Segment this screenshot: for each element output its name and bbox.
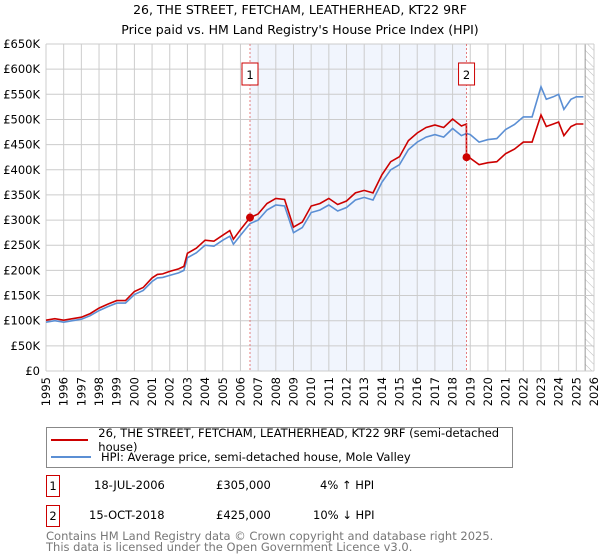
x-tick-label: 2004 bbox=[198, 377, 212, 406]
x-tick-label: 2019 bbox=[463, 377, 477, 406]
x-tick-label: 2006 bbox=[233, 377, 247, 406]
footer: Contains HM Land Registry data © Crown c… bbox=[46, 529, 494, 554]
x-tick-label: 1998 bbox=[92, 377, 106, 406]
sale-point bbox=[245, 213, 254, 222]
x-tick-label: 2003 bbox=[180, 377, 194, 406]
x-tick-label: 2025 bbox=[569, 377, 583, 406]
sale-marker-box bbox=[458, 62, 476, 86]
sale-marker-label: 2 bbox=[46, 505, 60, 527]
x-tick-label: 2001 bbox=[145, 377, 159, 406]
y-tick-label: £550K bbox=[3, 87, 40, 101]
x-tick-label: 2014 bbox=[375, 377, 389, 406]
x-tick-label: 2013 bbox=[357, 377, 371, 406]
x-tick-label: 2021 bbox=[499, 377, 513, 406]
sale-row: 2 15-OCT-2018 £425,000 10% ↓ HPI bbox=[46, 505, 446, 527]
x-tick-label: 2010 bbox=[304, 377, 318, 406]
sale-price: £425,000 bbox=[216, 508, 271, 522]
footer-copyright: Contains HM Land Registry data © Crown c… bbox=[46, 529, 494, 543]
y-tick-label: £100K bbox=[3, 314, 40, 328]
x-tick-label: 2007 bbox=[251, 377, 265, 406]
shaded-period bbox=[249, 44, 467, 371]
x-tick-label: 2000 bbox=[127, 377, 141, 406]
x-tick-label: 2008 bbox=[269, 377, 283, 406]
y-tick-label: £600K bbox=[3, 62, 40, 76]
x-tick-label: 2022 bbox=[516, 377, 530, 406]
legend-swatch-blue bbox=[51, 456, 91, 458]
sale-hpi-diff: 10% ↓ HPI bbox=[313, 508, 375, 522]
y-tick-label: £150K bbox=[3, 289, 40, 303]
sale-date: 15-OCT-2018 bbox=[89, 508, 165, 522]
x-tick-label: 2012 bbox=[340, 377, 354, 406]
sale-hpi-diff: 4% ↑ HPI bbox=[320, 478, 375, 492]
legend-label: HPI: Average price, semi-detached house,… bbox=[101, 450, 411, 464]
y-tick-label: £250K bbox=[3, 238, 40, 252]
y-tick-label: £650K bbox=[3, 37, 40, 51]
y-tick-label: £0 bbox=[25, 364, 40, 378]
sale-price: £305,000 bbox=[216, 478, 271, 492]
x-tick-label: 1997 bbox=[74, 377, 88, 406]
x-tick-label: 1995 bbox=[39, 377, 53, 406]
chart-subtitle: Price paid vs. HM Land Registry's House … bbox=[121, 22, 478, 37]
sale-point bbox=[462, 153, 471, 162]
x-tick-label: 2023 bbox=[534, 377, 548, 406]
price-chart: 26, THE STREET, FETCHAM, LEATHERHEAD, KT… bbox=[3, 2, 600, 406]
sale-row: 1 18-JUL-2006 £305,000 4% ↑ HPI bbox=[46, 475, 446, 497]
legend-item-hpi: HPI: Average price, semi-detached house,… bbox=[51, 449, 411, 465]
sale-marker-label: 1 bbox=[46, 475, 60, 497]
hatched-region bbox=[585, 44, 594, 371]
y-tick-label: £400K bbox=[3, 163, 40, 177]
x-tick-label: 2018 bbox=[446, 377, 460, 406]
x-tick-label: 2009 bbox=[286, 377, 300, 406]
x-tick-label: 2026 bbox=[587, 377, 600, 406]
legend-swatch-red bbox=[51, 439, 89, 441]
y-tick-label: £500K bbox=[3, 112, 40, 126]
x-tick-label: 2011 bbox=[322, 377, 336, 406]
y-tick-label: £300K bbox=[3, 213, 40, 227]
legend-item-property: 26, THE STREET, FETCHAM, LEATHERHEAD, KT… bbox=[51, 426, 512, 454]
sale-marker-label: 2 bbox=[463, 68, 470, 82]
legend-label: 26, THE STREET, FETCHAM, LEATHERHEAD, KT… bbox=[98, 426, 500, 454]
x-tick-label: 2015 bbox=[393, 377, 407, 406]
sale-marker-label: 1 bbox=[246, 68, 253, 82]
y-tick-label: £450K bbox=[3, 138, 40, 152]
sale-date: 18-JUL-2006 bbox=[94, 478, 165, 492]
x-tick-label: 2020 bbox=[481, 377, 495, 406]
hpi-line bbox=[45, 84, 584, 324]
x-tick-label: 2005 bbox=[216, 377, 230, 406]
property-price-line bbox=[45, 112, 584, 322]
x-tick-label: 2016 bbox=[410, 377, 424, 406]
x-tick-label: 1999 bbox=[110, 377, 124, 406]
y-tick-label: £350K bbox=[3, 188, 40, 202]
sale-marker-box bbox=[241, 62, 259, 86]
x-tick-label: 2017 bbox=[428, 377, 442, 406]
chart-title: 26, THE STREET, FETCHAM, LEATHERHEAD, KT… bbox=[133, 2, 467, 17]
x-tick-label: 2024 bbox=[552, 377, 566, 406]
footer-licence: This data is licensed under the Open Gov… bbox=[46, 540, 413, 554]
legend: 26, THE STREET, FETCHAM, LEATHERHEAD, KT… bbox=[46, 426, 513, 468]
x-tick-label: 1996 bbox=[57, 377, 71, 406]
y-tick-label: £50K bbox=[11, 339, 41, 353]
x-tick-label: 2002 bbox=[163, 377, 177, 406]
y-tick-label: £200K bbox=[3, 263, 40, 277]
